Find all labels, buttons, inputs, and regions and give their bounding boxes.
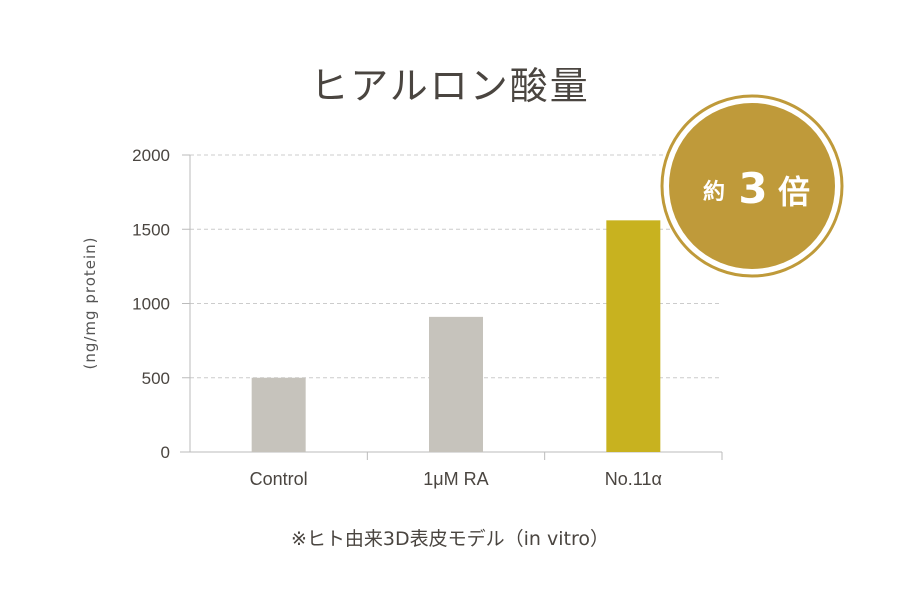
footnote: ※ヒト由来3D表皮モデル（in vitro） xyxy=(291,528,609,550)
category-labels: Control 1μM RA No.11α xyxy=(250,469,662,489)
y-axis-label: (ng/mg protein) xyxy=(81,236,99,369)
y-tick-label: 0 xyxy=(161,443,170,462)
category-label: Control xyxy=(250,469,308,489)
badge-suffix: 倍 xyxy=(778,173,810,211)
y-axis: 0 500 1000 1500 2000 xyxy=(132,146,191,462)
badge-prefix: 約 xyxy=(703,179,725,205)
badge-number: 3 xyxy=(738,164,767,213)
y-tick-label: 2000 xyxy=(132,146,170,165)
bar-2 xyxy=(606,220,661,452)
category-label: No.11α xyxy=(605,469,662,489)
ratio-badge: 約 3 倍 xyxy=(660,94,844,278)
chart-title: ヒアルロン酸量 xyxy=(310,64,590,108)
bars xyxy=(251,220,661,452)
category-label: 1μM RA xyxy=(423,469,488,489)
y-tick-label: 1000 xyxy=(132,295,170,314)
y-tick-label: 1500 xyxy=(132,220,170,239)
bar-1 xyxy=(429,316,483,452)
bar-0 xyxy=(251,377,306,452)
y-tick-label: 500 xyxy=(142,369,170,388)
x-axis xyxy=(180,451,723,460)
badge-circle xyxy=(669,103,835,269)
